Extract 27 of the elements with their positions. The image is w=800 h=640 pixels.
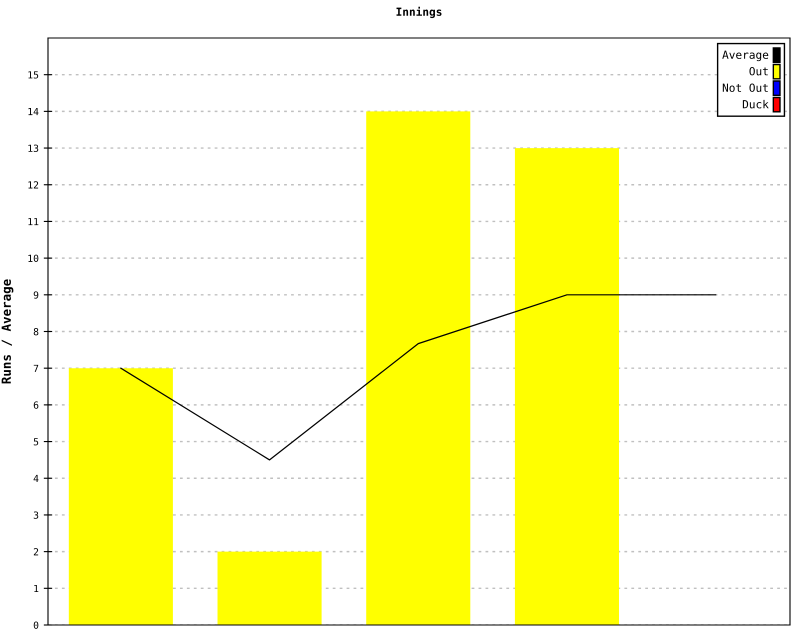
y-tick-label: 1: [34, 584, 38, 592]
y-tick-label: 7: [34, 364, 38, 372]
bar: [514, 148, 619, 625]
y-axis-title: Runs / Average: [2, 279, 14, 384]
y-tick-label: 13: [28, 144, 38, 152]
legend-label: Out: [749, 67, 768, 76]
legend-label: Duck: [742, 100, 769, 108]
y-tick-label: 12: [28, 181, 38, 188]
y-tick-label: 4: [34, 474, 39, 482]
bar: [68, 368, 173, 625]
y-tick-label: 3: [34, 511, 38, 519]
y-tick-label: 14: [28, 108, 39, 116]
y-tick-label: 10: [28, 254, 38, 262]
y-tick-label: 6: [34, 401, 38, 409]
line-series: [120, 294, 716, 461]
y-tick-label: 5: [34, 438, 38, 446]
legend-label: Not Out: [722, 84, 768, 92]
y-tick-label: 2: [34, 548, 38, 556]
legend-label: Average: [722, 50, 768, 62]
y-tick-label: 11: [28, 218, 38, 226]
bar: [218, 552, 322, 625]
y-tick-label: 8: [34, 328, 38, 336]
chart-title: Innings: [396, 6, 442, 18]
y-tick-label: 15: [28, 71, 38, 79]
y-tick-label: 0: [34, 622, 38, 629]
bar: [366, 111, 470, 625]
y-tick-label: 9: [34, 291, 38, 299]
